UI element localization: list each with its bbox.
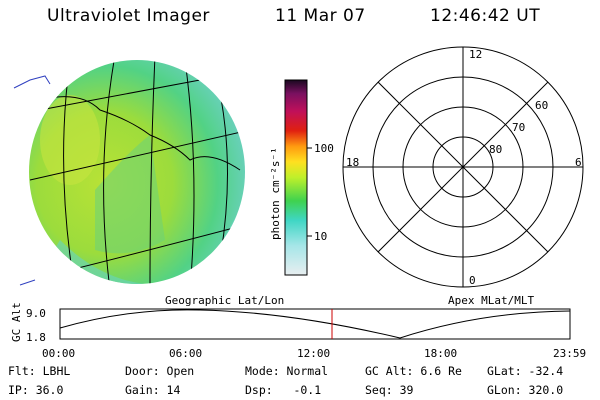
glon-info: GLon: 320.0 xyxy=(487,383,564,397)
emission-band xyxy=(95,135,165,254)
polar-plot xyxy=(342,46,584,288)
time-tick-1800: 18:00 xyxy=(424,347,457,360)
lat-label-70: 70 xyxy=(512,121,525,134)
ip-info: IP: 36.0 xyxy=(8,383,64,397)
altitude-plot-frame xyxy=(59,308,571,340)
time-tick-2359: 23:59 xyxy=(553,347,586,360)
mlt-label-18: 18 xyxy=(346,156,359,169)
uv-image xyxy=(13,60,245,286)
emission-bright-patch xyxy=(40,95,100,185)
coastline-fragment-low xyxy=(19,279,36,286)
lat-label-80: 80 xyxy=(489,143,502,156)
color-bar: 100 10 photon cm⁻²s⁻¹ xyxy=(269,79,334,276)
dsp-info: Dsp: -0.1 xyxy=(245,383,322,397)
filter-info: Flt: LBHL xyxy=(8,364,71,378)
polar-diagonal-b xyxy=(377,81,549,253)
mode-info: Mode: Normal xyxy=(245,364,329,378)
time-tick-0000: 00:00 xyxy=(42,347,75,360)
geographic-grid xyxy=(29,60,245,284)
color-bar-scale xyxy=(284,79,308,276)
mlt-label-0: 0 xyxy=(469,274,476,287)
seq-info: Seq: 39 xyxy=(365,383,414,397)
time-tick-1200: 12:00 xyxy=(297,347,330,360)
altitude-tick-max: 9.0 xyxy=(26,307,46,320)
mlt-label-6: 6 xyxy=(575,156,582,169)
date-label: 11 Mar 07 xyxy=(275,6,366,26)
polar-caption: Apex MLat/MLT xyxy=(448,294,534,307)
lat-label-60: 60 xyxy=(535,99,548,112)
color-bar-unit: photon cm⁻²s⁻¹ xyxy=(269,147,282,240)
image-caption: Geographic Lat/Lon xyxy=(165,294,284,307)
coastline-fragment xyxy=(13,75,51,89)
gc-alt-info: GC Alt: 6.6 Re xyxy=(365,364,462,378)
color-bar-label-10: 10 xyxy=(314,230,327,243)
emission-low-region xyxy=(30,200,245,284)
time-label: 12:46:42 UT xyxy=(430,6,541,26)
altitude-plot: 9.0 1.8 GC Alt 00:00 06:00 12:00 18:00 2… xyxy=(10,302,586,360)
time-tick-0600: 06:00 xyxy=(169,347,202,360)
altitude-tick-min: 1.8 xyxy=(26,331,46,344)
mlt-label-12: 12 xyxy=(469,48,482,61)
gain-info: Gain: 14 xyxy=(125,383,181,397)
altitude-ylabel: GC Alt xyxy=(10,302,23,342)
glat-info: GLat: -32.4 xyxy=(487,364,564,378)
coastline xyxy=(39,96,241,171)
color-bar-label-100: 100 xyxy=(314,142,334,155)
instrument-title: Ultraviolet Imager xyxy=(47,6,210,26)
door-info: Door: Open xyxy=(125,364,195,378)
altitude-curve xyxy=(59,309,571,339)
